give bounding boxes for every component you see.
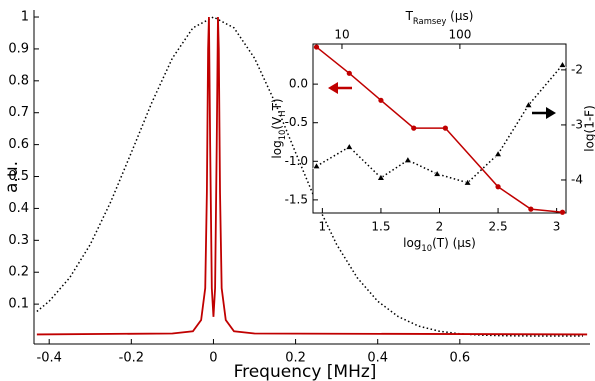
marker: [346, 70, 352, 76]
y-tick-label: 0.0: [289, 77, 308, 91]
x-tick-label: 1.5: [371, 220, 390, 234]
series-line: [36, 16, 588, 336]
y2-tick-label: -4: [571, 172, 583, 186]
y-axis-label-part: T): [270, 98, 284, 111]
y-tick-label: 0.1: [8, 297, 29, 312]
arrow-head: [546, 107, 556, 119]
x-tick-label: -0.2: [119, 351, 144, 366]
x-tick-label: 1: [319, 220, 327, 234]
y2-axis-label: log(1-F): [583, 105, 595, 152]
marker: [528, 206, 534, 212]
arrows: [328, 82, 556, 119]
y-tick-label: -1.0: [285, 154, 308, 168]
marker: [403, 156, 412, 163]
x-axis-label-part: (T) (μs): [432, 236, 476, 250]
marker: [558, 60, 567, 68]
series-line: [36, 16, 584, 337]
x-axis-label: Frequency [MHz]: [234, 362, 377, 381]
plot-layer: -0.4 -0.2 0 0.2 0.4 0.6 0.1 0.2 0.3 0.4 0.5 0.6 0.7 0…: [2, 9, 595, 381]
marker: [495, 184, 501, 190]
y2-tick-label: -3: [571, 117, 583, 131]
marker: [345, 142, 354, 150]
y-tick-label: 0.5: [8, 169, 29, 184]
marker: [312, 162, 321, 170]
marker: [313, 44, 320, 50]
x-axis-label-part: log: [403, 236, 421, 250]
x-tick-label: 0.2: [285, 351, 306, 366]
y-tick-label: 1: [21, 10, 29, 25]
y-axis-label-part: log: [270, 140, 284, 158]
series-line: [316, 46, 563, 213]
x-tick-label: 2.5: [489, 220, 508, 234]
x-tick-label: 0: [209, 351, 217, 366]
x-tick-label: 3: [553, 220, 561, 234]
y-axis-label-part: H: [277, 110, 287, 116]
marker: [378, 97, 384, 103]
arrow-head: [328, 82, 338, 94]
marker: [559, 209, 566, 215]
series-line: [316, 64, 564, 184]
x-axis-label-part: 10: [421, 243, 432, 253]
x-tick-label: 0.6: [449, 351, 470, 366]
marker: [494, 150, 503, 157]
marker: [433, 169, 442, 177]
x-tick-label: 2: [436, 220, 444, 234]
x-tick-label: -0.4: [37, 351, 62, 366]
y-tick-label: 0.7: [8, 105, 29, 120]
x2-axis-label: TRamsey (μs): [405, 9, 474, 26]
y-axis-label: a.u.: [2, 161, 22, 193]
marker: [411, 125, 417, 131]
marker: [376, 173, 385, 181]
x2-tick-label: 100: [448, 28, 471, 42]
y2-tick-label: -2: [571, 62, 583, 76]
x2-tick-label: 10: [334, 28, 349, 42]
x-tick-label: 0.4: [367, 351, 388, 366]
y-tick-label: 0.6: [8, 137, 29, 152]
marker: [463, 178, 472, 186]
y-axis-label: log10(VHT): [270, 98, 287, 158]
y-tick-label: 0.8: [8, 73, 29, 88]
y-tick-label: 0.3: [8, 233, 29, 248]
y-tick-label: 0.9: [8, 41, 29, 56]
y-tick-label: -0.5: [285, 115, 308, 129]
y-tick-label: 0.4: [8, 201, 29, 216]
x2-axis-label-part: (μs): [446, 9, 473, 23]
y-axis-label-part: 10: [277, 130, 287, 141]
marker: [524, 101, 533, 108]
x2-axis-label-part: T: [405, 9, 414, 23]
x-axis-label: log10(T) (μs): [403, 236, 476, 253]
marker: [442, 125, 448, 131]
y-tick-label: -1.5: [285, 192, 308, 206]
y-tick-label: 0.2: [8, 265, 29, 280]
x2-axis-label-part: Ramsey: [413, 16, 446, 26]
y-axis-label-part: (V: [270, 116, 284, 130]
